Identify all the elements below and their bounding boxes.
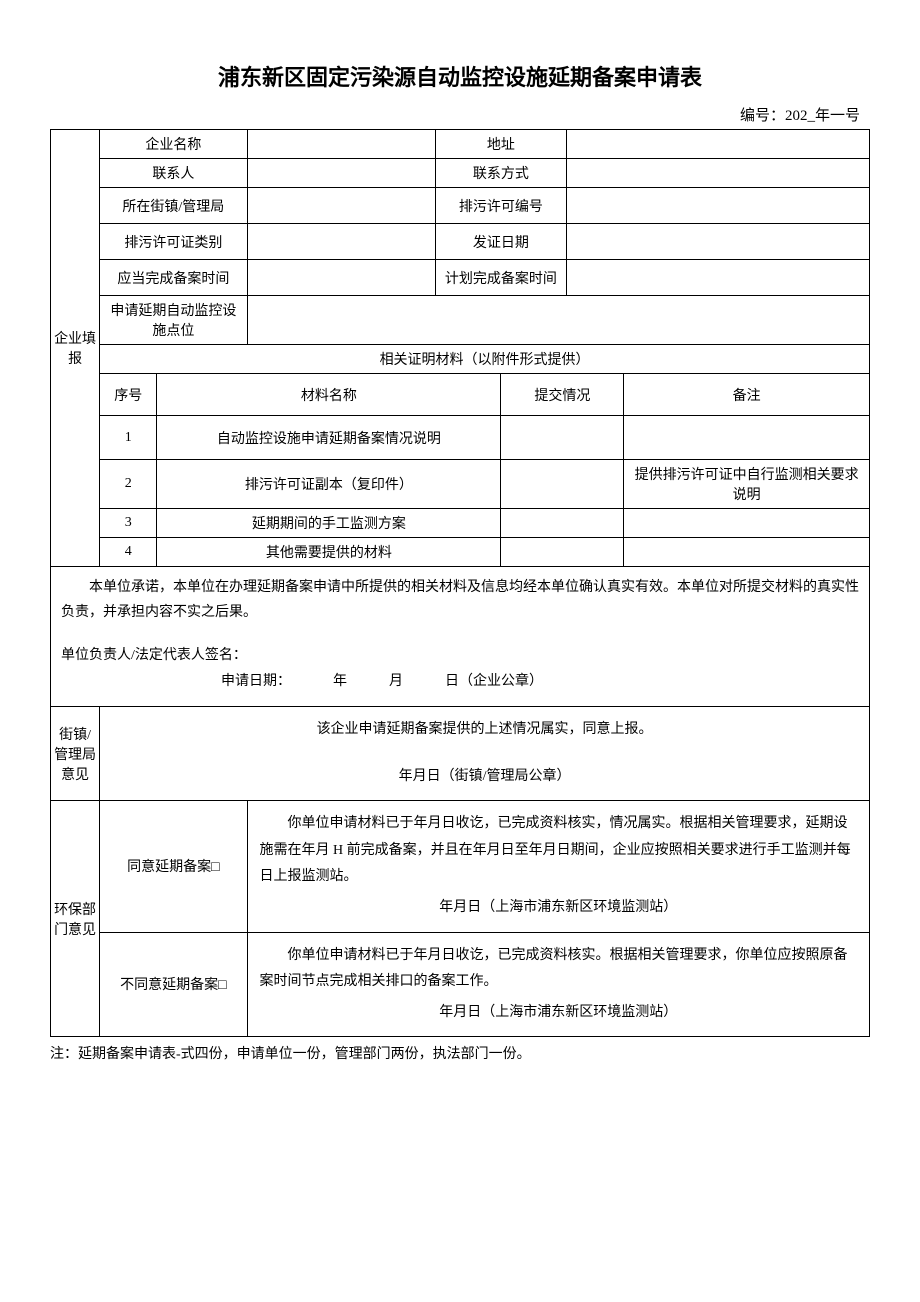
permit-no-label: 排污许可编号: [435, 188, 566, 224]
town-bureau-label: 所在街镇/管理局: [100, 188, 247, 224]
agree-sig: 年月日（上海市浦东新区环境监测站）: [260, 895, 857, 922]
issue-date-value[interactable]: [566, 224, 869, 260]
company-name-label: 企业名称: [100, 130, 247, 159]
issue-date-label: 发证日期: [435, 224, 566, 260]
contact-method-label: 联系方式: [435, 159, 566, 188]
plan-date-label: 计划完成备案时间: [435, 260, 566, 296]
sign-label: 单位负责人/法定代表人签名：: [61, 643, 859, 668]
due-date-label: 应当完成备案时间: [100, 260, 247, 296]
materials-col-submit: 提交情况: [501, 374, 624, 416]
commitment-block: 本单位承诺，本单位在办理延期备案申请中所提供的相关材料及信息均经本单位确认真实有…: [51, 567, 870, 707]
materials-row-submit[interactable]: [501, 509, 624, 538]
materials-header: 相关证明材料（以附件形式提供）: [100, 345, 870, 374]
disagree-body: 你单位申请材料已于年月日收讫，已完成资料核实。根据相关管理要求，你单位应按照原备…: [247, 932, 869, 1037]
agree-text: 你单位申请材料已于年月日收讫，已完成资料核实，情况属实。根据相关管理要求，延期设…: [260, 811, 857, 891]
materials-row-name: 其他需要提供的材料: [157, 538, 501, 567]
materials-row-remark: [624, 416, 870, 460]
materials-col-name: 材料名称: [157, 374, 501, 416]
contact-label: 联系人: [100, 159, 247, 188]
materials-row-submit[interactable]: [501, 416, 624, 460]
materials-row-remark: 提供排污许可证中自行监测相关要求说明: [624, 460, 870, 509]
permit-type-label: 排污许可证类别: [100, 224, 247, 260]
section-enterprise-label: 企业填报: [51, 130, 100, 567]
materials-row-name: 自动监控设施申请延期备案情况说明: [157, 416, 501, 460]
materials-col-remark: 备注: [624, 374, 870, 416]
application-form-table: 企业填报 企业名称 地址 联系人 联系方式 所在街镇/管理局 排污许可编号 排污…: [50, 129, 870, 1037]
materials-row-submit[interactable]: [501, 538, 624, 567]
materials-row-no: 1: [100, 416, 157, 460]
town-opinion-label: 街镇/管理局意见: [51, 707, 100, 801]
address-label: 地址: [435, 130, 566, 159]
disagree-text: 你单位申请材料已于年月日收讫，已完成资料核实。根据相关管理要求，你单位应按照原备…: [260, 943, 857, 996]
permit-no-value[interactable]: [566, 188, 869, 224]
disagree-sig: 年月日（上海市浦东新区环境监测站）: [260, 1000, 857, 1027]
contact-value[interactable]: [247, 159, 435, 188]
town-opinion-body: 该企业申请延期备案提供的上述情况属实，同意上报。 年月日（街镇/管理局公章）: [100, 707, 870, 801]
materials-row-no: 2: [100, 460, 157, 509]
doc-number: 编号：202_年一号: [50, 104, 870, 125]
agree-body: 你单位申请材料已于年月日收讫，已完成资料核实，情况属实。根据相关管理要求，延期设…: [247, 801, 869, 932]
materials-row-no: 4: [100, 538, 157, 567]
materials-row-remark: [624, 538, 870, 567]
town-opinion-sig: 年月日（街镇/管理局公章）: [112, 764, 857, 791]
company-name-value[interactable]: [247, 130, 435, 159]
footnote: 注：延期备案申请表-式四份，申请单位一份，管理部门两份，执法部门一份。: [50, 1043, 870, 1063]
materials-row-no: 3: [100, 509, 157, 538]
agree-checkbox-label[interactable]: 同意延期备案□: [100, 801, 247, 932]
due-date-value[interactable]: [247, 260, 435, 296]
materials-row-name: 延期期间的手工监测方案: [157, 509, 501, 538]
disagree-checkbox-label[interactable]: 不同意延期备案□: [100, 932, 247, 1037]
materials-row-submit[interactable]: [501, 460, 624, 509]
commitment-text: 本单位承诺，本单位在办理延期备案申请中所提供的相关材料及信息均经本单位确认真实有…: [61, 575, 859, 625]
env-opinion-label: 环保部门意见: [51, 801, 100, 1037]
materials-row-remark: [624, 509, 870, 538]
town-opinion-text: 该企业申请延期备案提供的上述情况属实，同意上报。: [112, 717, 857, 744]
apply-date-line: 申请日期： 年 月 日（企业公章）: [61, 669, 859, 694]
contact-method-value[interactable]: [566, 159, 869, 188]
apply-point-label: 申请延期自动监控设施点位: [100, 296, 247, 345]
apply-point-value[interactable]: [247, 296, 869, 345]
plan-date-value[interactable]: [566, 260, 869, 296]
materials-col-no: 序号: [100, 374, 157, 416]
town-bureau-value[interactable]: [247, 188, 435, 224]
address-value[interactable]: [566, 130, 869, 159]
page-title: 浦东新区固定污染源自动监控设施延期备案申请表: [50, 60, 870, 92]
permit-type-value[interactable]: [247, 224, 435, 260]
materials-row-name: 排污许可证副本（复印件）: [157, 460, 501, 509]
